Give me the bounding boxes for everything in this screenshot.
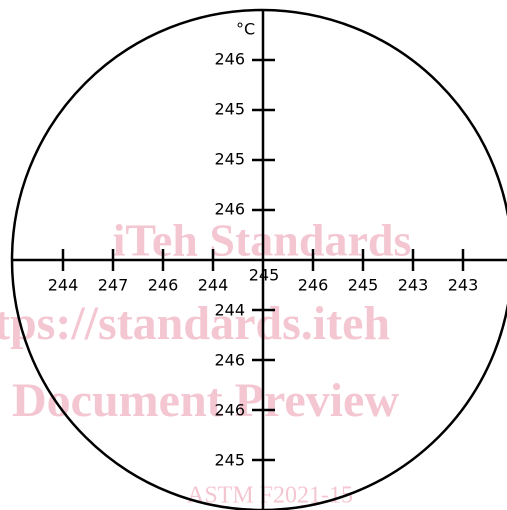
tick-label: 245 [249, 266, 280, 285]
tick-label: 246 [298, 276, 329, 295]
tick-label: 243 [448, 276, 479, 295]
tick-label: 246 [148, 276, 179, 295]
tick-label: 246 [214, 351, 245, 370]
tick-label: 245 [214, 100, 245, 119]
tick-label: 247 [98, 276, 129, 295]
tick-label: 246 [214, 401, 245, 420]
tick-label: 246 [214, 200, 245, 219]
watermark-text: ASTM F2021-15 [187, 483, 353, 509]
tick-label: 244 [198, 276, 229, 295]
tick-label: 244 [48, 276, 79, 295]
watermark-text: tps://standards.iteh [0, 297, 390, 350]
tick-label: 246 [214, 50, 245, 69]
tick-label: 245 [348, 276, 379, 295]
unit-label: °C [236, 20, 255, 39]
tick-label: 245 [214, 150, 245, 169]
watermark-text: Document Preview [12, 374, 399, 427]
tick-label: 245 [214, 451, 245, 470]
tick-label: 243 [398, 276, 429, 295]
watermark: iTeh Standards tps://standards.iteh Docu… [0, 215, 411, 509]
tick-label: 244 [214, 301, 245, 320]
